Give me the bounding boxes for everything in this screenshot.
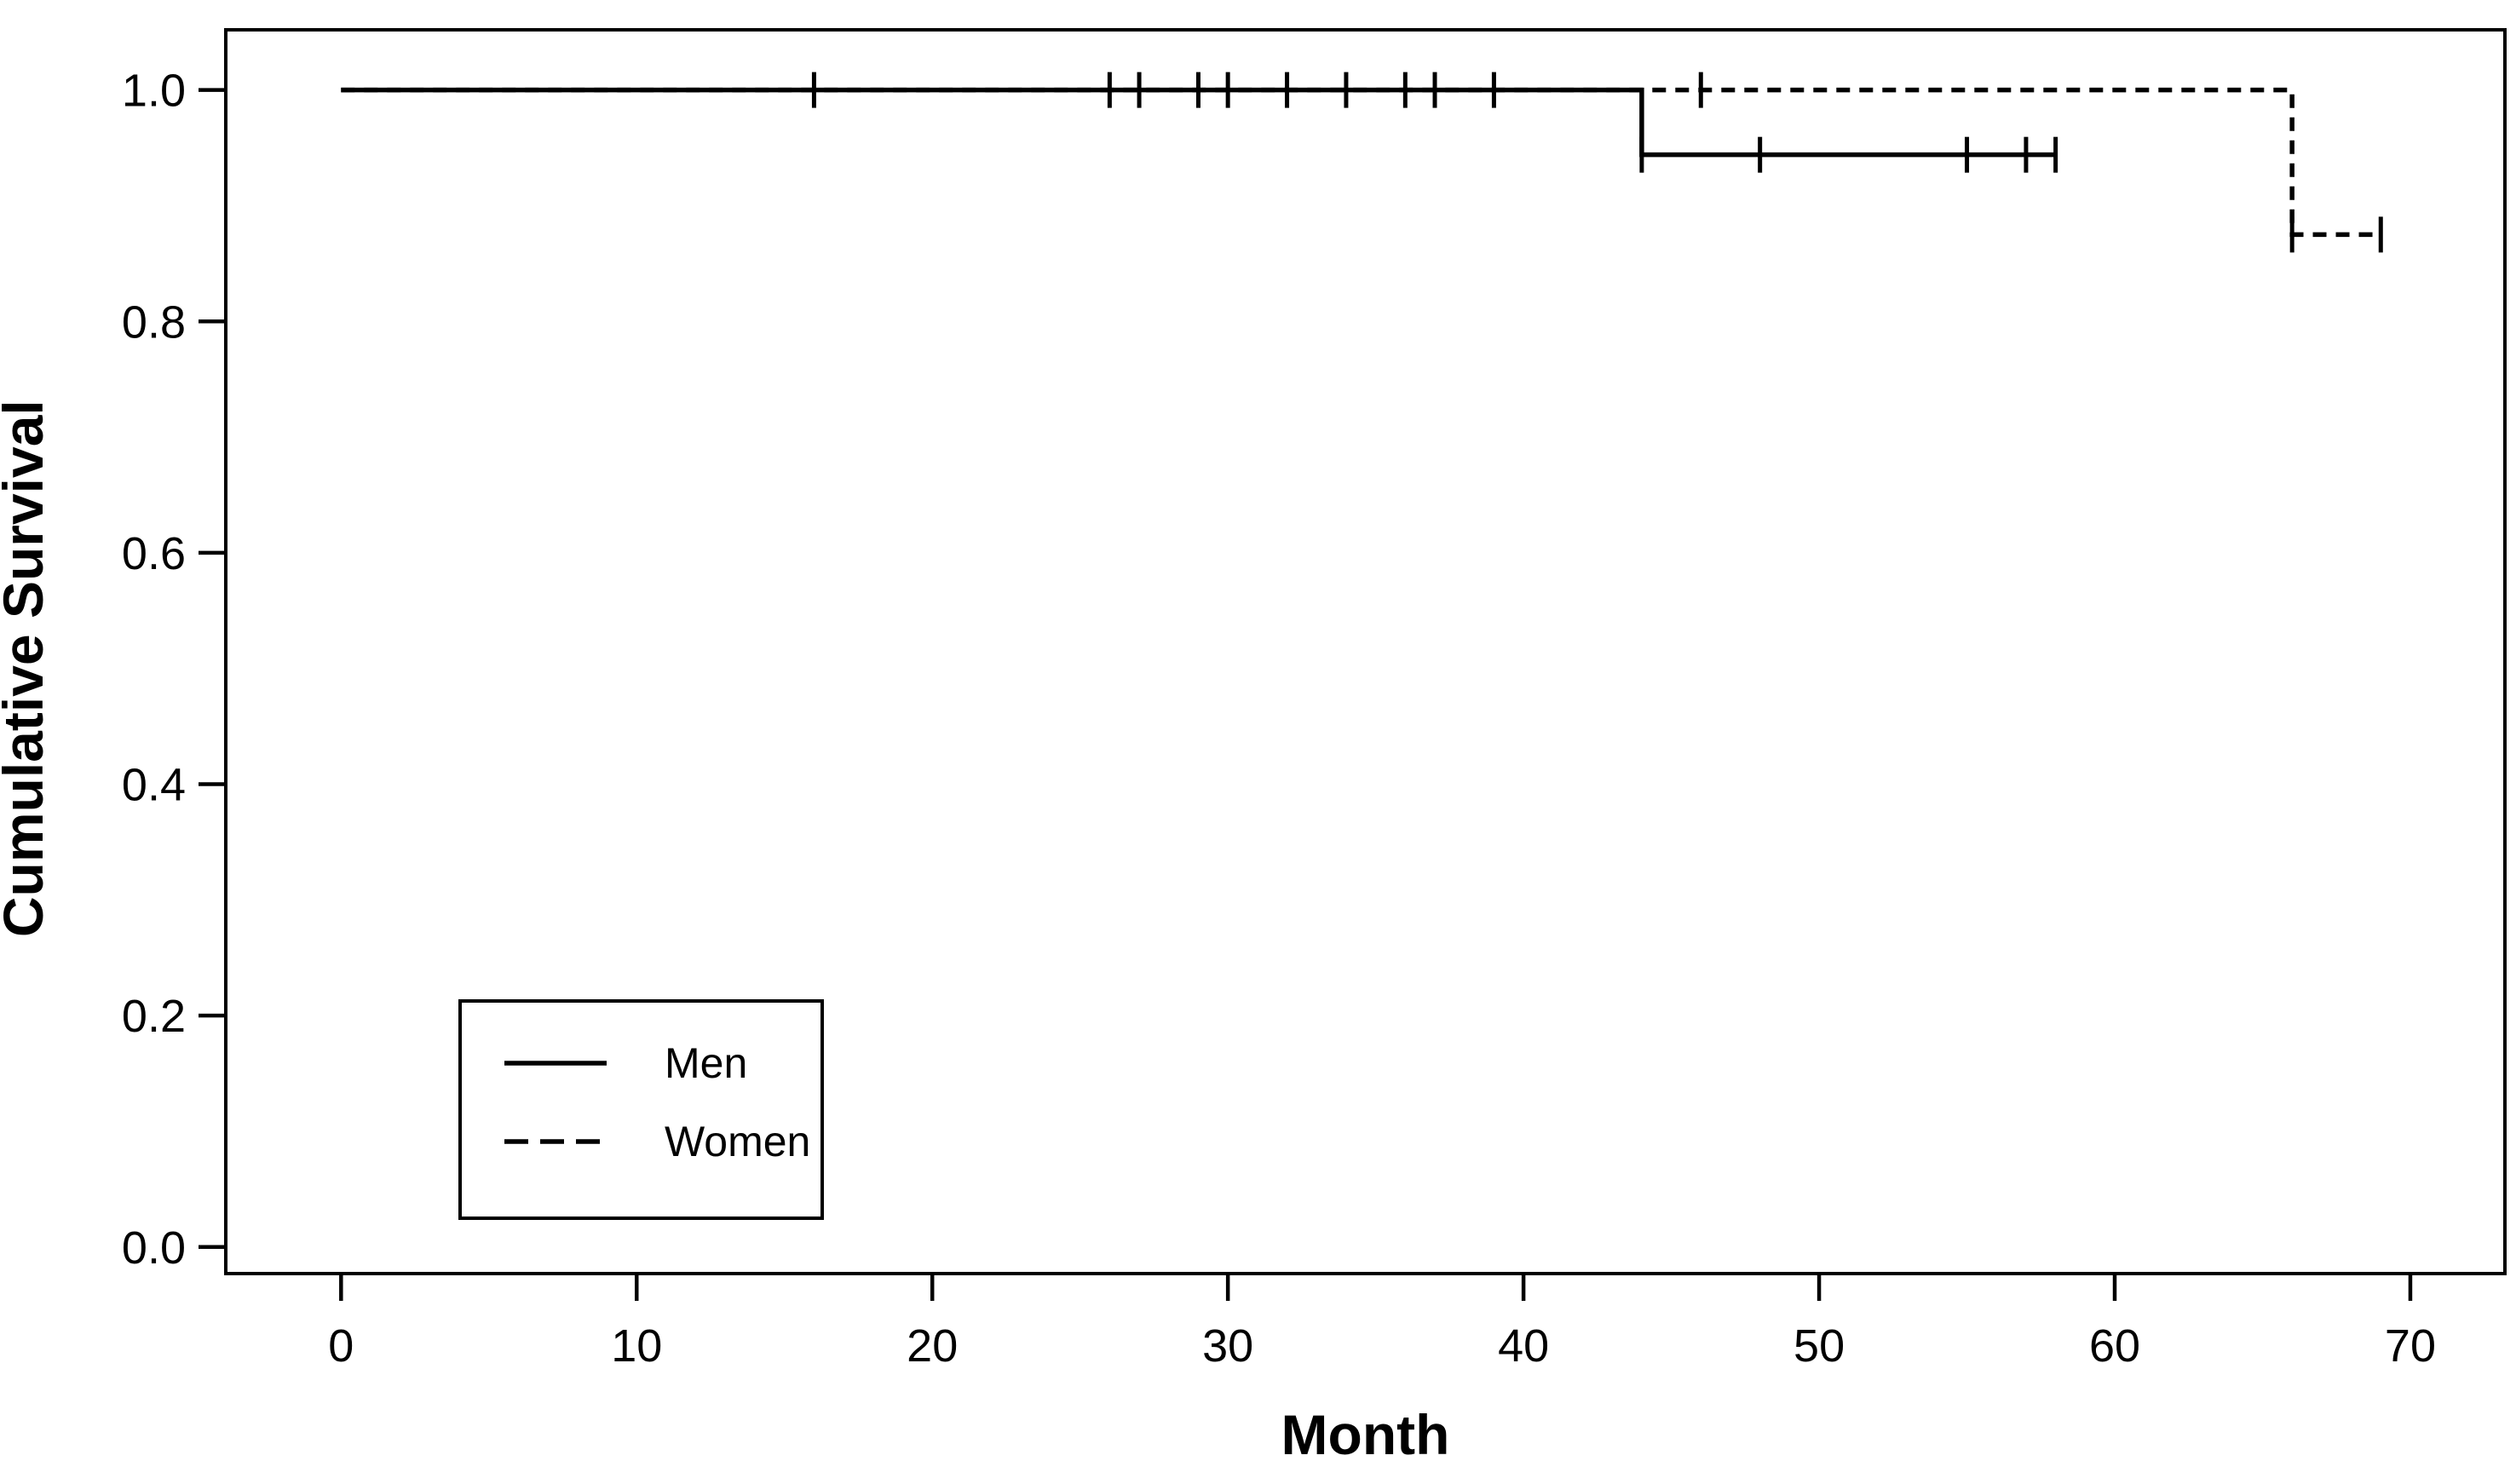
y-axis-tick-label: 0.4 bbox=[122, 760, 186, 811]
legend-label-women: Women bbox=[665, 1118, 810, 1165]
legend-label-men: Men bbox=[665, 1039, 747, 1087]
y-axis-tick-label: 0.8 bbox=[122, 296, 186, 348]
x-axis-tick-label: 20 bbox=[907, 1320, 958, 1372]
x-axis-tick-label: 40 bbox=[1498, 1320, 1549, 1372]
x-axis-tick-label: 10 bbox=[611, 1320, 662, 1372]
y-axis-tick-label: 0.6 bbox=[122, 528, 186, 579]
x-axis-tick-label: 50 bbox=[1793, 1320, 1845, 1372]
x-axis-tick-label: 30 bbox=[1202, 1320, 1253, 1372]
x-axis-title: Month bbox=[1281, 1403, 1450, 1466]
y-axis-tick-label: 1.0 bbox=[122, 66, 186, 117]
x-axis-tick-label: 70 bbox=[2385, 1320, 2436, 1372]
y-axis-tick-label: 0.0 bbox=[122, 1222, 186, 1274]
y-axis-tick-label: 0.2 bbox=[122, 991, 186, 1042]
y-axis-title: Cumulative Survival bbox=[0, 400, 55, 937]
x-axis-tick-label: 60 bbox=[2089, 1320, 2140, 1372]
x-axis-tick-label: 0 bbox=[328, 1320, 354, 1372]
legend-box bbox=[458, 999, 824, 1220]
survival-curve-women bbox=[341, 87, 2381, 238]
